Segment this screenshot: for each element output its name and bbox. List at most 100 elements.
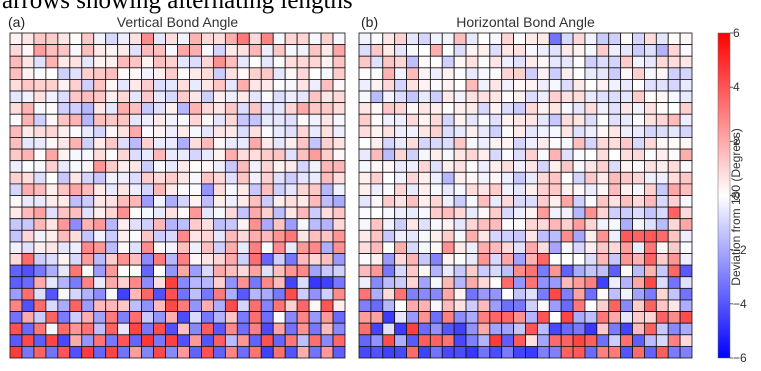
heatmap-cell [45,67,59,80]
heatmap-cell [560,241,574,254]
heatmap-cell [655,299,669,312]
heatmap-cell [477,334,491,347]
heatmap-cell [236,195,250,208]
heatmap-cell [224,113,238,127]
heatmap-cell [141,55,154,69]
heatmap-cell [224,311,238,324]
heatmap-cell [394,195,407,208]
heatmap-cell [394,44,407,57]
heatmap-cell [21,67,35,80]
heatmap-cell [129,67,142,80]
heatmap-cell [224,171,238,185]
heatmap-cell [679,299,693,312]
heatmap-cell [153,160,166,173]
heatmap-cell [679,137,693,150]
heatmap-cell [284,287,298,301]
heatmap-cell [489,218,503,231]
heatmap-cell [93,287,107,301]
heatmap-cell [382,299,396,312]
heatmap-cell [596,322,610,336]
heatmap-cell [105,299,119,312]
heatmap-cell [441,125,455,138]
heatmap-cell [489,299,503,312]
heatmap-cell [608,287,622,301]
heatmap-cell [525,148,538,162]
heatmap-cell [224,299,238,312]
heatmap-cell [536,206,550,220]
heatmap-cell [81,253,95,266]
heatmap-cell [332,345,346,359]
heatmap-cell [584,299,598,312]
heatmap-cell [632,102,645,115]
heatmap-cell [141,264,154,278]
heatmap-cell [394,113,407,127]
heatmap-cell [45,322,59,336]
heatmap-cell [644,148,657,162]
heatmap-cell [679,55,693,69]
heatmap-cell [272,171,286,185]
heatmap-cell [370,137,384,150]
heatmap-cell [501,67,514,80]
heatmap-cell [394,32,407,46]
heatmap-cell [308,276,322,289]
heatmap-cell [548,90,562,104]
heatmap-cell [212,102,226,115]
heatmap-cell [320,218,334,231]
heatmap-cell [477,160,491,173]
heatmap-cell [201,299,214,312]
heatmap-cell [429,276,443,289]
heatmap-cell [201,195,214,208]
heatmap-cell [129,345,142,359]
heatmap-cell [177,206,190,220]
heatmap-cell [332,137,346,150]
heatmap-cell [260,229,274,243]
heatmap-cell [548,264,562,278]
heatmap-cell [212,276,226,289]
heatmap-cell [224,241,238,254]
heatmap-cell [141,241,154,254]
heatmap-cell [69,79,83,92]
heatmap-cell [308,264,322,278]
heatmap-cell [370,287,384,301]
heatmap-cell [296,218,310,231]
heatmap-cell [596,55,610,69]
heatmap-cell [332,264,346,278]
heatmap-cell [429,125,443,138]
heatmap-cell [93,241,107,254]
heatmap-cell [596,206,610,220]
heatmap-cell [189,125,202,138]
heatmap-cell [370,299,384,312]
heatmap-cell [667,299,681,312]
heatmap-cell [370,183,384,196]
heatmap-cell [536,253,550,266]
heatmap-cell [667,67,681,80]
heatmap-cell [272,90,286,104]
heatmap-cell [320,264,334,278]
heatmap-cell [572,67,586,80]
heatmap-cell [320,345,334,359]
heatmap-cell [572,334,586,347]
heatmap-cell [536,44,550,57]
heatmap-cell [177,264,190,278]
heatmap-cell [358,32,372,46]
heatmap-cell [9,67,23,80]
heatmap-horizontal-bond-angle [358,32,693,359]
heatmap-cell [382,264,396,278]
heatmap-cell [81,241,95,254]
heatmap-cell [477,171,491,185]
heatmap-cell [667,206,681,220]
heatmap-cell [81,102,95,115]
heatmap-cell [320,32,334,46]
heatmap-cell [33,160,47,173]
heatmap-cell [284,79,298,92]
heatmap-cell [272,241,286,254]
heatmap-cell [644,32,657,46]
heatmap-cell [370,125,384,138]
heatmap-cell [177,322,190,336]
heatmap-cell [93,113,107,127]
colorbar-tick-label: 0 [733,188,740,203]
heatmap-cell [141,171,154,185]
heatmap-cell [21,345,35,359]
heatmap-cell [212,229,226,243]
heatmap-cell [21,299,35,312]
